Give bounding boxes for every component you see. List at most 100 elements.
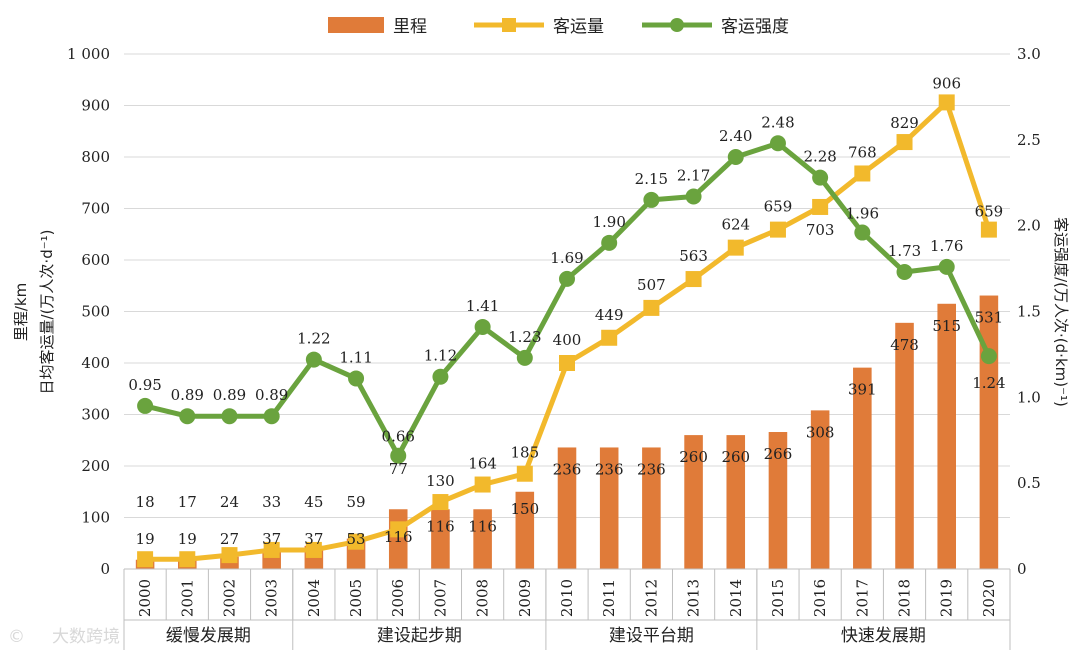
marker-ridership <box>137 551 154 568</box>
category-tick-label: 2012 <box>642 579 660 617</box>
category-tick-label: 2004 <box>305 579 323 617</box>
category-tick-label: 2018 <box>896 579 914 617</box>
bar-mileage <box>642 447 661 569</box>
marker-ridership <box>559 355 575 371</box>
marker-ridership <box>390 521 407 538</box>
data-label-mileage: 515 <box>932 317 961 335</box>
category-tick-label: 2013 <box>685 579 703 617</box>
bar-mileage <box>684 435 703 569</box>
category-tick-label: 2007 <box>431 579 449 617</box>
legend-label-intensity: 客运强度 <box>721 17 789 37</box>
category-tick-label: 2017 <box>853 579 871 617</box>
marker-intensity <box>938 258 955 275</box>
bar-mileage <box>515 491 535 569</box>
left-tick-label: 300 <box>81 406 110 424</box>
data-label-ridership: 563 <box>679 247 708 265</box>
data-label-ridership: 37 <box>262 530 281 548</box>
marker-ridership <box>727 239 744 256</box>
marker-ridership <box>221 547 238 564</box>
data-label-mileage: 266 <box>764 445 793 463</box>
marker-intensity <box>812 169 829 186</box>
marker-ridership <box>643 299 660 316</box>
left-tick-label: 700 <box>81 200 110 218</box>
marker-ridership <box>896 134 913 151</box>
marker-ridership <box>938 94 955 111</box>
marker-ridership <box>305 541 322 558</box>
data-label-intensity: 2.28 <box>803 148 836 166</box>
bar-mileage <box>473 509 492 569</box>
watermark: © 大数跨境 <box>8 627 120 647</box>
category-tick-label: 2015 <box>769 579 787 617</box>
marker-intensity <box>685 188 702 205</box>
data-label-ridership: 53 <box>347 530 366 548</box>
data-label-mileage: 236 <box>595 460 624 478</box>
right-axis-title: 客运强度/(万人次·(d·km)⁻¹) <box>1052 217 1070 407</box>
data-label-mileage: 116 <box>468 517 497 535</box>
data-label-mileage: 236 <box>553 460 582 478</box>
data-label-mileage: 478 <box>890 336 919 354</box>
data-label-intensity: 1.96 <box>846 205 879 223</box>
bar-mileage <box>431 509 450 569</box>
data-label-mileage: 116 <box>426 517 455 535</box>
marker-intensity <box>474 318 491 335</box>
marker-intensity <box>432 368 449 385</box>
data-label-intensity: 0.89 <box>171 386 204 404</box>
mileage-bars <box>135 295 999 569</box>
category-tick-label: 2011 <box>600 579 618 617</box>
data-label-intensity: 0.89 <box>213 386 246 404</box>
data-label-mileage: 260 <box>721 448 750 466</box>
marker-intensity <box>727 149 744 165</box>
data-label-mileage: 24 <box>220 493 239 511</box>
marker-ridership <box>179 551 196 568</box>
data-label-intensity: 1.41 <box>466 297 499 315</box>
marker-ridership <box>812 198 829 215</box>
data-label-mileage: 17 <box>178 493 197 511</box>
data-label-intensity: 1.73 <box>888 242 921 260</box>
category-tick-label: 2014 <box>727 579 745 617</box>
marker-intensity <box>137 397 154 414</box>
bar-mileage <box>937 303 956 569</box>
data-label-mileage: 308 <box>806 423 835 441</box>
category-tick-label: 2019 <box>938 579 956 617</box>
data-label-ridership: 449 <box>595 306 624 324</box>
data-label-mileage: 59 <box>347 493 366 511</box>
right-tick-label: 2.5 <box>1017 131 1041 149</box>
marker-intensity <box>980 348 997 365</box>
data-label-ridership: 37 <box>304 530 323 548</box>
category-tick-label: 2008 <box>474 579 492 617</box>
left-tick-label: 900 <box>81 97 110 115</box>
legend-label-mileage: 里程 <box>393 17 427 37</box>
marker-ridership <box>432 494 449 511</box>
marker-intensity <box>559 270 575 287</box>
category-tick-label: 2010 <box>558 579 576 617</box>
right-tick-label: 3.0 <box>1017 45 1041 63</box>
left-tick-label: 600 <box>81 251 110 269</box>
data-label-ridership: 164 <box>468 455 497 473</box>
data-label-ridership: 659 <box>764 198 793 216</box>
data-label-ridership: 703 <box>806 221 835 239</box>
tick-labels: 0 100 200 300 400 500 600 700 800 900 1 000 0 0.5 1.0… <box>67 45 1041 617</box>
data-label-intensity: 2.40 <box>719 127 752 145</box>
data-label-ridership: 624 <box>721 216 750 234</box>
legend: 里程 客运量 客运强度 <box>328 17 789 37</box>
category-tick-label: 2009 <box>516 579 534 617</box>
marker-ridership <box>980 221 997 238</box>
data-label-ridership: 185 <box>510 444 539 462</box>
data-label-mileage: 150 <box>510 500 539 518</box>
data-label-intensity: 2.17 <box>677 166 710 184</box>
marker-intensity <box>348 370 365 387</box>
legend-label-ridership: 客运量 <box>553 17 604 37</box>
category-tick-label: 2005 <box>347 579 365 617</box>
bar-mileage <box>810 410 830 569</box>
data-label-ridership: 77 <box>389 460 408 478</box>
data-label-ridership: 829 <box>890 114 919 132</box>
legend-swatch-ridership-marker <box>502 18 516 32</box>
marker-ridership <box>854 165 871 182</box>
left-tick-label: 100 <box>81 509 110 527</box>
left-tick-label: 0 <box>100 560 110 578</box>
marker-ridership <box>263 541 280 558</box>
category-tick-label: 2003 <box>263 579 281 617</box>
data-label-mileage: 531 <box>975 309 1004 327</box>
marker-intensity <box>769 135 786 152</box>
